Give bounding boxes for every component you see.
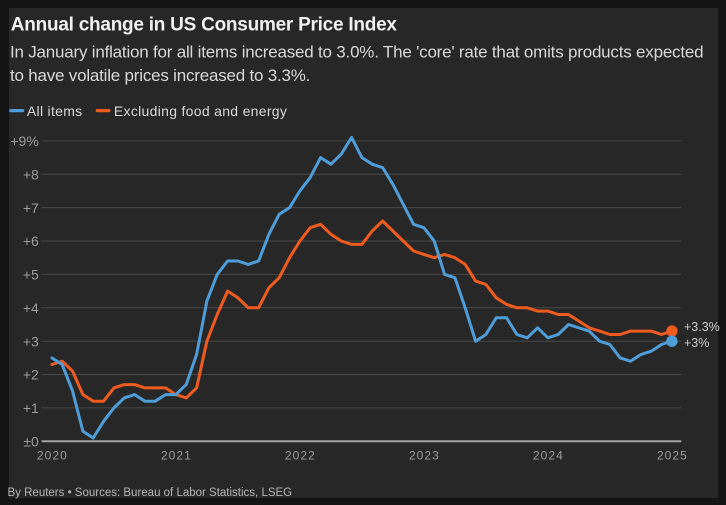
svg-text:By Reuters • Sources: Bureau o: By Reuters • Sources: Bureau of Labor St… <box>8 487 293 499</box>
svg-text:+2: +2 <box>23 367 39 383</box>
svg-text:All items: All items <box>27 103 83 119</box>
svg-text:+4: +4 <box>23 300 39 316</box>
svg-text:Annual change in US Consumer P: Annual change in US Consumer Price Index <box>11 14 398 35</box>
svg-text:+3: +3 <box>23 333 39 349</box>
svg-text:2020: 2020 <box>37 449 68 463</box>
svg-text:Excluding food and energy: Excluding food and energy <box>114 103 287 119</box>
svg-text:2021: 2021 <box>161 449 192 463</box>
svg-text:+7: +7 <box>23 200 39 216</box>
svg-text:+3.3%: +3.3% <box>684 320 720 334</box>
svg-text:+8: +8 <box>23 167 39 183</box>
svg-text:+9%: +9% <box>10 133 38 149</box>
svg-text:2024: 2024 <box>533 449 564 463</box>
svg-text:to have volatile prices increa: to have volatile prices increased to 3.3… <box>10 66 310 85</box>
svg-text:2022: 2022 <box>285 449 316 463</box>
svg-text:+5: +5 <box>23 267 39 283</box>
svg-text:+1: +1 <box>23 400 39 416</box>
svg-text:+3%: +3% <box>684 336 709 350</box>
svg-text:±0: ±0 <box>23 434 39 450</box>
svg-text:+6: +6 <box>23 233 39 249</box>
svg-text:2025: 2025 <box>657 449 688 463</box>
svg-text:2023: 2023 <box>409 449 440 463</box>
svg-text:In January inflation for all i: In January inflation for all items incre… <box>10 42 703 61</box>
